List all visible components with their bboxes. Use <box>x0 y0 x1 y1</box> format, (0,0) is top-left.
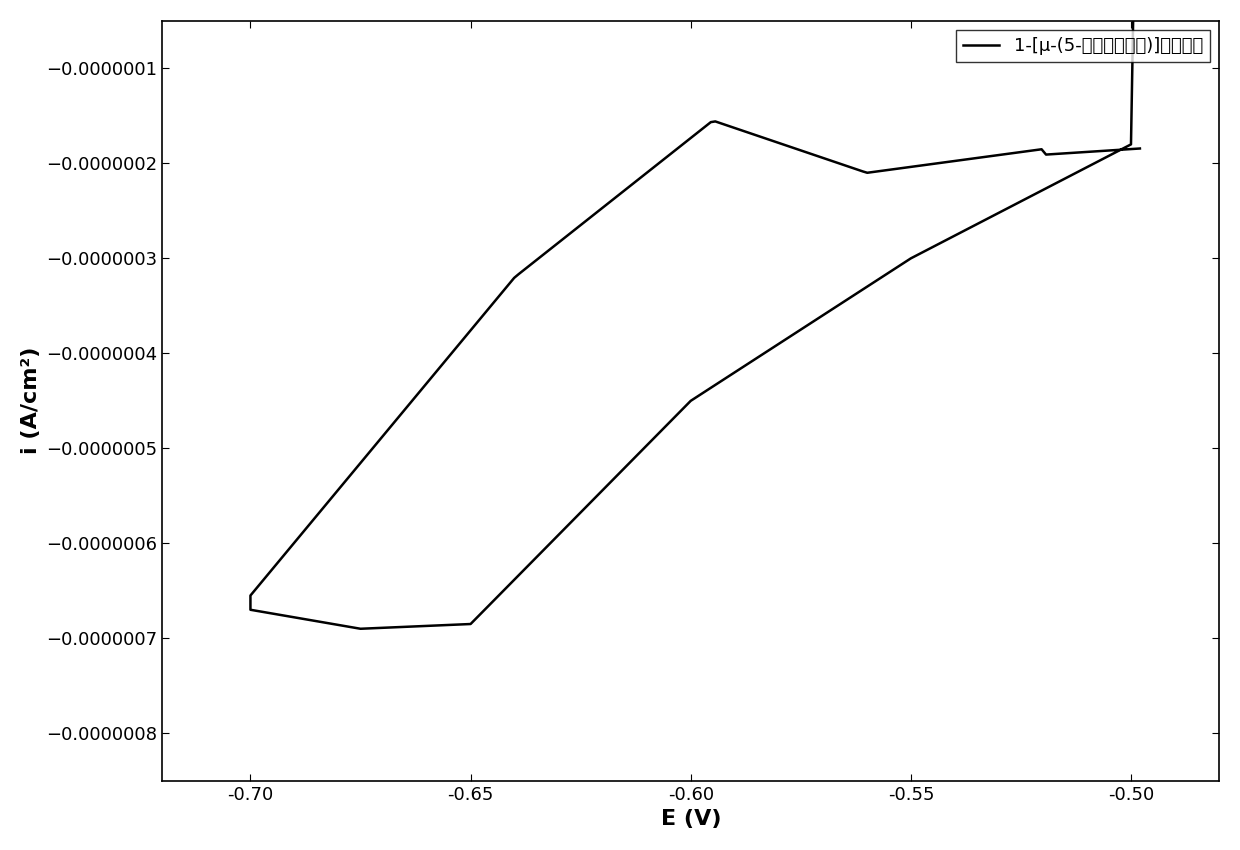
1-[μ-(5-授基丁基硕基)]氨基蚂醇 <box>454 620 469 630</box>
Legend: 1-[μ-(5-授基丁基硕基)]氨基蚂醇: 1-[μ-(5-授基丁基硕基)]氨基蚂醇 <box>956 30 1210 62</box>
Y-axis label: i (A/cm²): i (A/cm²) <box>21 347 41 455</box>
1-[μ-(5-授基丁基硕基)]氨基蚂醇 <box>868 276 883 286</box>
1-[μ-(5-授基丁基硕基)]氨基蚂醇 <box>356 624 371 634</box>
X-axis label: E (V): E (V) <box>661 809 720 829</box>
1-[μ-(5-授基丁基硕基)]氨基蚂醇 <box>534 547 549 557</box>
1-[μ-(5-授基丁基硕基)]氨基蚂醇 <box>1100 151 1115 162</box>
1-[μ-(5-授基丁基硕基)]氨基蚂醇 <box>1132 144 1147 154</box>
1-[μ-(5-授基丁基硕基)]氨基蚂醇 <box>365 623 379 633</box>
Line: 1-[μ-(5-授基丁基硕基)]氨基蚂醇: 1-[μ-(5-授基丁基硕基)]氨基蚂醇 <box>250 0 1140 629</box>
1-[μ-(5-授基丁基硕基)]氨基蚂醇 <box>353 624 368 634</box>
